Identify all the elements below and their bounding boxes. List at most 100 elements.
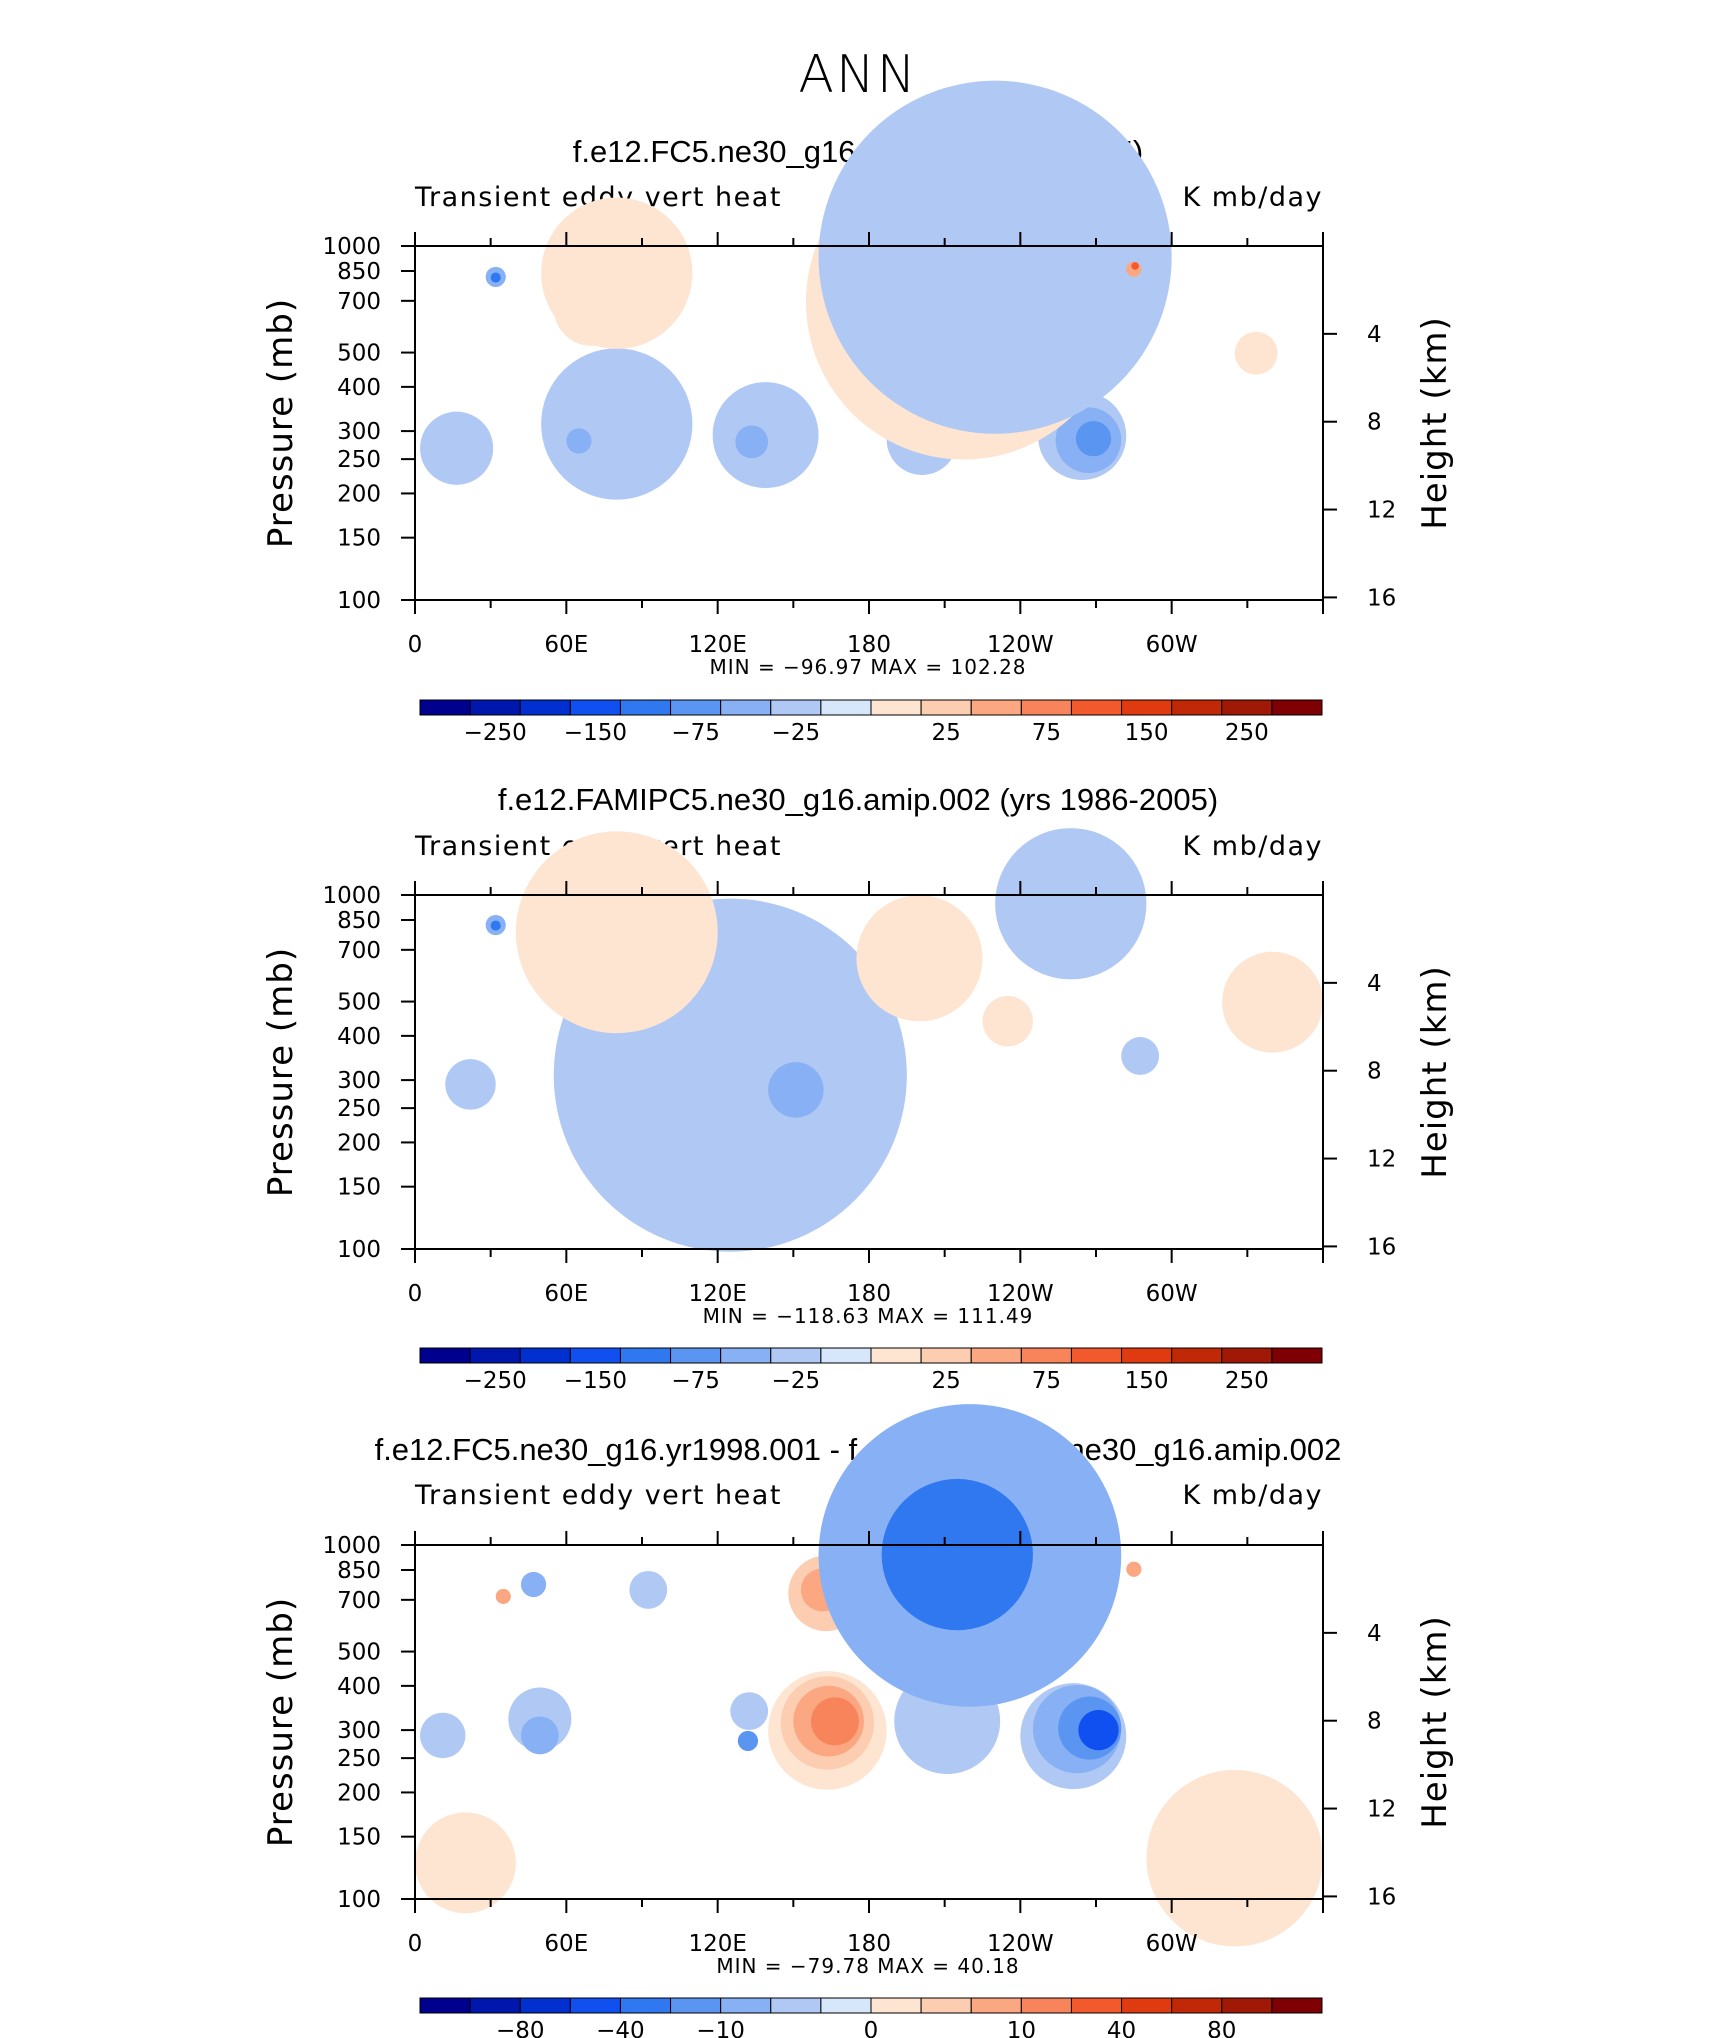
x-tick-label: 120W xyxy=(987,1281,1054,1307)
colorbar-swatch xyxy=(720,1347,772,1364)
colorbar-swatch xyxy=(920,1347,972,1364)
contour-region xyxy=(982,995,1033,1047)
colorbar-swatch xyxy=(770,699,822,716)
colorbar-label: 0 xyxy=(864,2018,879,2038)
colorbar-swatch xyxy=(970,1997,1022,2014)
y-tick-label: 500 xyxy=(337,1640,381,1666)
colorbar-swatch xyxy=(920,1997,972,2014)
colorbar-swatch xyxy=(870,1997,922,2014)
colorbar-label: −25 xyxy=(772,1368,821,1394)
contour-region xyxy=(566,428,592,454)
colorbar-label: −250 xyxy=(464,720,527,746)
x-tick-label: 60W xyxy=(1146,1281,1198,1307)
y-tick-label: 500 xyxy=(337,990,381,1016)
contour-region xyxy=(520,1716,559,1755)
contour-region xyxy=(445,1059,496,1110)
colorbar-label: 250 xyxy=(1225,720,1269,746)
y-right-tick-label: 16 xyxy=(1367,1884,1396,1910)
x-tick-label: 120W xyxy=(987,632,1054,658)
colorbar-swatch xyxy=(469,699,521,716)
y-axis-label: Pressure (mb) xyxy=(261,947,301,1197)
colorbar-swatch xyxy=(419,1347,471,1364)
colorbar-swatch xyxy=(569,1997,621,2014)
colorbar-label: 10 xyxy=(1007,2018,1036,2038)
y-tick-label: 400 xyxy=(337,1024,381,1050)
contour-region xyxy=(520,1571,547,1598)
contour-region xyxy=(420,1712,466,1759)
y-right-tick-label: 4 xyxy=(1367,971,1382,997)
y-right-tick-label: 12 xyxy=(1367,1797,1396,1823)
contour-field xyxy=(415,1404,1323,1947)
colorbar-swatch xyxy=(419,699,471,716)
y-right-axis-label: Height (km) xyxy=(1415,316,1455,530)
min-max-stats: MIN = −79.78 MAX = 40.18 xyxy=(716,1954,1019,1978)
contour-region xyxy=(490,272,501,283)
contour-region xyxy=(1078,1709,1119,1751)
y-right-tick-label: 8 xyxy=(1367,1059,1382,1085)
colorbar: −250 −150 −75 −25 25 75 150 250 xyxy=(419,699,1323,746)
contour-region xyxy=(1234,331,1278,375)
y-right-axis-label: Height (km) xyxy=(1415,1615,1455,1829)
x-tick-label: 60W xyxy=(1146,1931,1198,1957)
contour-region xyxy=(730,1692,769,1731)
y-tick-label: 200 xyxy=(337,481,381,507)
variable-label: Transient eddy vert heat xyxy=(414,1480,782,1511)
y-right-tick-label: 8 xyxy=(1367,1709,1382,1735)
colorbar-swatch xyxy=(820,1347,872,1364)
y-tick-label: 150 xyxy=(337,1175,381,1201)
y-tick-label: 850 xyxy=(337,259,381,285)
contour-field xyxy=(445,828,1323,1252)
colorbar-label: −150 xyxy=(564,1368,627,1394)
colorbar-swatch xyxy=(1271,1997,1323,2014)
colorbar-swatch xyxy=(1121,1347,1173,1364)
x-tick-label: 120E xyxy=(688,1281,746,1307)
colorbar-swatch xyxy=(820,699,872,716)
colorbar-swatch xyxy=(920,699,972,716)
contour-region xyxy=(995,828,1147,980)
y-right-tick-label: 16 xyxy=(1367,585,1396,611)
colorbar-swatch xyxy=(569,699,621,716)
x-tick-label: 60E xyxy=(544,1931,588,1957)
y-tick-label: 150 xyxy=(337,1825,381,1851)
y-right-tick-label: 12 xyxy=(1367,498,1396,524)
colorbar-swatch xyxy=(970,699,1022,716)
x-tick-label: 60E xyxy=(544,632,588,658)
y-right-tick-label: 16 xyxy=(1367,1234,1396,1260)
colorbar-swatch xyxy=(1221,699,1273,716)
colorbar-swatch xyxy=(569,1347,621,1364)
y-tick-label: 850 xyxy=(337,1558,381,1584)
colorbar-swatch xyxy=(970,1347,1022,1364)
contour-region xyxy=(1121,1037,1160,1075)
units-label: K mb/day xyxy=(1183,831,1324,862)
x-tick-label: 180 xyxy=(847,1931,891,1957)
colorbar-label: 150 xyxy=(1125,720,1169,746)
y-axis-label: Pressure (mb) xyxy=(261,1597,301,1847)
colorbar-swatch xyxy=(770,1347,822,1364)
x-tick-label: 60E xyxy=(544,1281,588,1307)
x-tick-label: 120E xyxy=(688,1931,746,1957)
colorbar-swatch xyxy=(1171,1347,1223,1364)
y-tick-label: 200 xyxy=(337,1780,381,1806)
colorbar: −250 −150 −75 −25 25 75 150 250 xyxy=(419,1347,1323,1394)
y-right-axis-label: Height (km) xyxy=(1415,965,1455,1179)
contour-region xyxy=(856,895,983,1022)
y-tick-label: 700 xyxy=(337,289,381,315)
x-tick-label: 120E xyxy=(688,632,746,658)
colorbar-swatch xyxy=(519,699,571,716)
y-tick-label: 150 xyxy=(337,526,381,552)
contour-region xyxy=(1146,1769,1323,1947)
y-right-tick-label: 4 xyxy=(1367,322,1382,348)
colorbar-swatch xyxy=(1171,699,1223,716)
contour-region xyxy=(735,425,769,459)
y-tick-label: 1000 xyxy=(322,234,381,260)
colorbar-label: 75 xyxy=(1032,720,1061,746)
colorbar-swatch xyxy=(619,1347,672,1364)
contour-region xyxy=(629,1570,668,1609)
colorbar-swatch xyxy=(1070,1997,1123,2014)
colorbar-swatch xyxy=(670,1997,722,2014)
contour-region xyxy=(1222,951,1323,1053)
colorbar-swatch xyxy=(670,1347,722,1364)
contour-region xyxy=(1126,1561,1142,1577)
contour-region xyxy=(810,1697,859,1746)
